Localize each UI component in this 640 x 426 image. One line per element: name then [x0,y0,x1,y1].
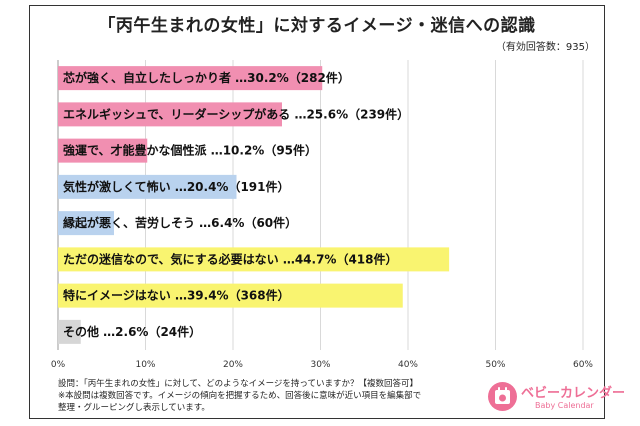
bar [58,174,237,199]
bar [58,66,323,91]
calendar-baby-icon [488,382,517,411]
bar-label: 縁起が悪く、苦労しそう …6.4%（60件） [63,215,297,230]
footnotes: 設問：「丙午生まれの女性」に対して、どのようなイメージを持っていますか？【複数回… [58,378,421,414]
grouping-note: 整理・グルーピングし表示しています。 [58,403,210,413]
x-tick-label: 10% [135,360,155,370]
bar-label: エネルギッシュで、リーダーシップがある …25.6%（239件） [63,106,409,121]
bar [58,102,282,127]
bar [58,138,148,163]
bar-label: 気性が激しくて怖い …20.4%（191件） [63,179,290,194]
brand-logo: ベビーカレンダー Baby Calendar [488,381,625,415]
multi-answer-note: ※本設問は複数回答です。イメージの傾向を把握するため、回答後に意味が近い項目を編… [58,391,422,401]
x-tick-label: 0% [51,360,66,370]
bar-label: 芯が強く、自立したしっかり者 …30.2%（282件） [63,70,350,85]
brand-name: ベビーカレンダー [521,386,626,401]
bar [58,247,450,272]
x-tick-label: 30% [310,360,330,370]
question-note: 設問：「丙午生まれの女性」に対して、どのようなイメージを持っていますか？【複数回… [58,379,418,389]
bar-label: 特にイメージはない …39.4%（368件） [63,288,290,303]
chart-title: 「丙午生まれの女性」に対するイメージ・迷信への認識 [98,16,536,36]
bar-label: その他 …2.6%（24件） [63,324,201,339]
bar-label: ただの迷信なので、気にする必要はない …44.7%（418件） [63,251,398,266]
bar-label: 強運で、才能豊かな個性派 …10.2%（95件） [63,143,317,158]
bar [58,283,403,308]
x-tick-label: 40% [398,360,418,370]
x-tick-label: 50% [485,360,505,370]
sample-size-note: （有効回答数：935） [495,42,595,53]
x-tick-label: 60% [573,360,593,370]
x-tick-label: 20% [223,360,243,370]
bar [58,211,114,236]
bar [58,319,81,344]
brand-subname: Baby Calendar [535,401,594,410]
